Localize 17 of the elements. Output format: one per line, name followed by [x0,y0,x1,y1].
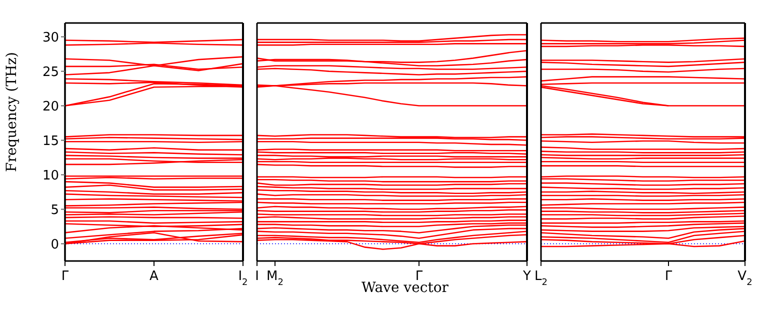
x-tick-label: I [255,269,259,284]
y-tick-label: 30 [42,30,59,46]
x-tick-label: Γ [61,269,70,284]
x-tick-label: L$_{2}$ [534,269,548,288]
x-tick-label: Γ [664,269,673,284]
x-tick-label: I$_{2}$ [238,269,248,288]
y-tick-label: 25 [42,64,59,80]
y-tick-label: 10 [42,168,59,184]
y-tick-label: 0 [50,237,59,252]
x-tick-label: Y [522,269,532,284]
x-tick-label: V$_{2}$ [738,269,752,288]
y-axis-title: Frequency (THz) [4,52,20,172]
y-tick-label: 20 [42,99,59,114]
y-tick-label: 5 [50,202,59,218]
y-tick-label: 15 [42,134,59,149]
x-tick-label: M$_{2}$ [266,269,284,288]
x-tick-label: A [150,269,159,284]
